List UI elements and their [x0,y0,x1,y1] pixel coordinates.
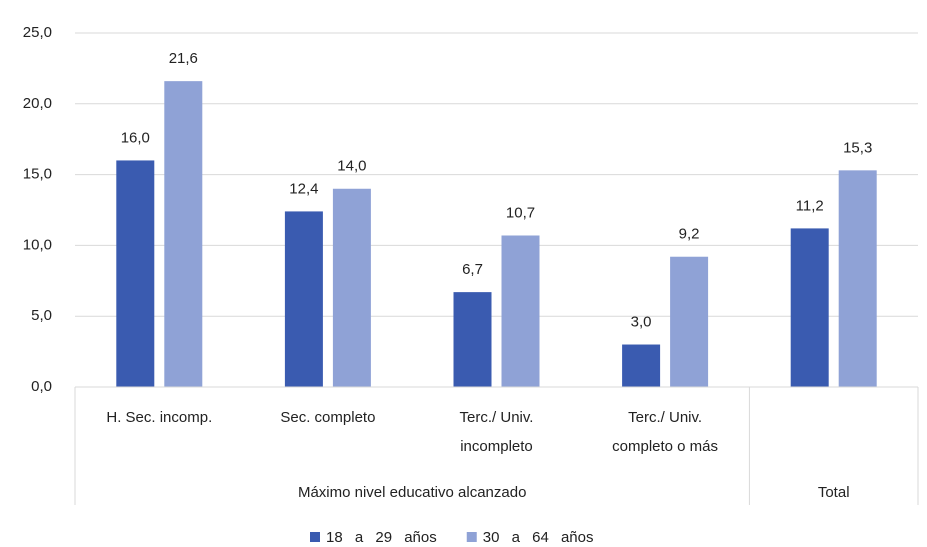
y-tick-label: 0,0 [31,378,52,395]
data-label: 11,2 [796,197,824,214]
x-tick-label: Sec. completo [280,409,375,426]
y-tick-label: 15,0 [23,166,52,183]
y-tick-label: 10,0 [23,236,52,253]
group-label: Total [818,484,850,501]
data-label: 16,0 [121,129,150,146]
y-tick-label: 20,0 [23,95,52,112]
x-tick-label: incompleto [460,438,533,455]
data-label: 9,2 [679,226,700,243]
group-label: Máximo nivel educativo alcanzado [298,484,526,501]
bar [501,235,540,387]
data-label: 10,7 [506,204,535,221]
bar [790,228,829,387]
bar [284,211,323,387]
data-label: 3,0 [631,313,652,330]
y-tick-label: 5,0 [31,307,52,324]
x-tick-label: Terc./ Univ. [460,409,534,426]
bar [622,344,661,387]
legend-swatch [310,532,320,542]
bar [838,170,877,387]
legend-label: 30 a 64 años [483,529,594,546]
bar [116,160,155,387]
data-label: 6,7 [462,261,483,278]
bar [332,188,371,387]
x-tick-label: Terc./ Univ. [628,409,702,426]
y-tick-label: 25,0 [23,24,52,41]
bar [670,256,709,387]
data-label: 14,0 [337,158,366,175]
data-label: 21,6 [169,50,198,67]
bar [164,81,203,388]
legend-swatch [466,532,477,542]
data-label: 12,4 [289,180,318,197]
x-tick-label: completo o más [612,438,718,455]
bar [453,292,492,387]
x-tick-label: H. Sec. incomp. [106,409,212,426]
data-label: 15,3 [843,139,872,156]
legend-label: 18 a 29 años [326,529,437,546]
